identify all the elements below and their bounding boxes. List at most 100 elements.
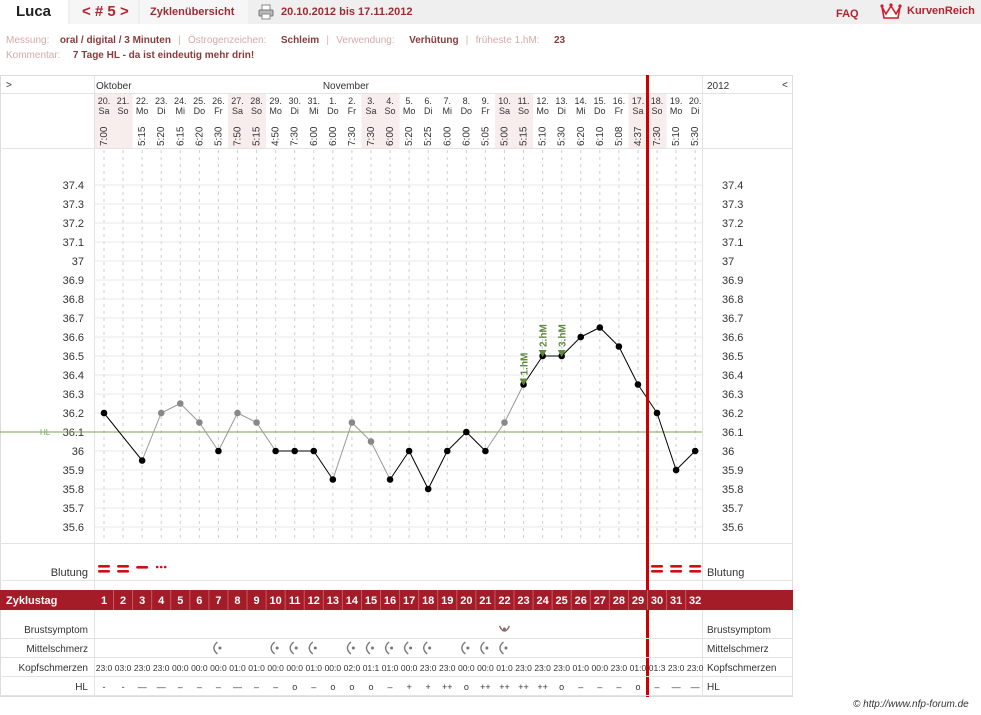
cycle-nav-tab[interactable] [70, 0, 138, 24]
cycle-day-number: 27 [594, 595, 606, 607]
hl-value: – [597, 682, 602, 692]
mittelschmerz-icon [346, 641, 352, 655]
mittelschmerz-dot [504, 646, 508, 650]
mittelschmerz-icon [461, 641, 466, 655]
day-date: 1. [329, 96, 337, 106]
user-name: Luca [16, 3, 52, 20]
temp-segment [465, 431, 486, 452]
cycle-day-number: 1 [101, 595, 107, 607]
kommentar-value: 7 Tage HL - da ist eindeutig mehr drin! [72, 50, 255, 61]
y-tick-right: 37.3 [722, 199, 743, 211]
info-line-1: Messung: oral / digital / 3 Minuten | Ös… [6, 30, 565, 48]
y-tick-left: 36.8 [63, 294, 84, 306]
mittelschmerz-dot [428, 646, 432, 650]
row-label-hl: HL [75, 682, 88, 693]
y-tick-right: 37.1 [722, 237, 743, 249]
cycle-day-number: 17 [403, 595, 415, 607]
bleed-mark [670, 565, 683, 568]
hm-marker-label: 1.hM [520, 353, 531, 376]
hl-value: – [655, 682, 660, 692]
temp-segment [256, 422, 277, 452]
bleed-spot [163, 565, 167, 569]
day-weekday: So [251, 106, 262, 116]
hl-value: — [672, 682, 681, 692]
row-label-brust-right: Brustsymptom [707, 625, 771, 636]
mittelschmerz-icon [422, 641, 428, 655]
overview-tab[interactable] [140, 0, 248, 24]
printer-icon[interactable] [258, 4, 274, 20]
cycle-day-number: 21 [479, 595, 491, 607]
kopf-time: 01:0 [382, 663, 399, 673]
day-weekday: Fr [348, 106, 357, 116]
temp-segment [504, 384, 524, 423]
y-tick-left: 36 [72, 446, 84, 458]
bleed-mark [98, 565, 110, 568]
user-tab[interactable] [0, 0, 68, 24]
breast-symptom-dot [502, 627, 506, 631]
day-weekday: Fr [481, 106, 490, 116]
mittelschmerz-dot [351, 646, 355, 650]
temp-point [157, 409, 165, 417]
day-weekday: So [118, 106, 129, 116]
day-weekday: Fr [615, 106, 624, 116]
measure-time: 6:15 [175, 126, 186, 146]
temp-point [253, 419, 260, 426]
cycle-day-number: 13 [327, 595, 339, 607]
temp-point [291, 447, 299, 455]
hl-value: o [349, 682, 354, 692]
kopf-time: 01:0 [248, 663, 265, 673]
weekend-shade [227, 94, 248, 148]
kopf-time: 01:0 [630, 663, 647, 673]
faq-link[interactable]: FAQ [836, 8, 859, 20]
cycle-day-number: 24 [536, 595, 549, 607]
measure-time: 6:00 [461, 126, 472, 146]
y-tick-right: 37.4 [722, 180, 743, 192]
measure-time: 6:00 [328, 126, 339, 146]
hl-value: - [103, 682, 106, 692]
row-label-zyklustag: Zyklustag [6, 595, 57, 607]
bleed-mark [651, 570, 664, 573]
temp-point [501, 419, 508, 426]
day-date: 11. [518, 96, 530, 106]
kopf-time: 01:3 [649, 663, 666, 673]
day-weekday: Do [327, 106, 339, 116]
hm-marker-icon [538, 350, 547, 357]
breast-symptom-icon [498, 625, 511, 632]
weekend-shade [113, 94, 133, 148]
day-date: 28. [250, 96, 263, 106]
measure-time: 6:20 [576, 126, 587, 146]
footer-copyright[interactable]: © http://www.nfp-forum.de [853, 699, 969, 710]
day-date: 27. [231, 96, 244, 106]
day-weekday: Di [557, 106, 566, 116]
day-weekday: Mi [576, 106, 586, 116]
day-date: 12. [536, 96, 549, 106]
day-weekday: So [385, 106, 396, 116]
brand-name[interactable]: KurvenReich [907, 5, 975, 17]
kopf-time: 01:1 [363, 663, 380, 673]
cycle-selector[interactable]: < # 5 > [82, 3, 129, 20]
measure-time: 7:50 [232, 126, 243, 146]
weekend-shade [628, 94, 648, 148]
measure-time: 5:15 [519, 126, 530, 146]
day-weekday: Sa [98, 106, 109, 116]
y-tick-left: 36.6 [63, 332, 84, 344]
temp-point [329, 476, 337, 483]
day-weekday: Do [461, 106, 473, 116]
measure-time: 6:00 [385, 126, 396, 146]
temp-point [443, 447, 451, 455]
kopf-time: 00:0 [267, 663, 284, 673]
temp-segment [160, 403, 181, 414]
measure-time: 6:20 [194, 126, 205, 146]
measure-time: 7:30 [290, 126, 301, 146]
day-weekday: Sa [499, 106, 510, 116]
day-weekday: Mo [536, 106, 549, 116]
temp-point [310, 447, 318, 455]
measure-time: 6:10 [595, 126, 606, 146]
day-date: 23. [155, 96, 168, 106]
day-date: 25. [193, 96, 206, 106]
kopf-time: 01:0 [305, 663, 322, 673]
cycle-day-number: 14 [346, 595, 359, 607]
hl-value: – [616, 682, 621, 692]
hl-value: ++ [480, 682, 491, 692]
kopf-time: 01:0 [572, 663, 589, 673]
